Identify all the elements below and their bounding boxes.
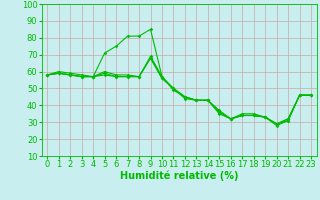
X-axis label: Humidité relative (%): Humidité relative (%) — [120, 171, 238, 181]
